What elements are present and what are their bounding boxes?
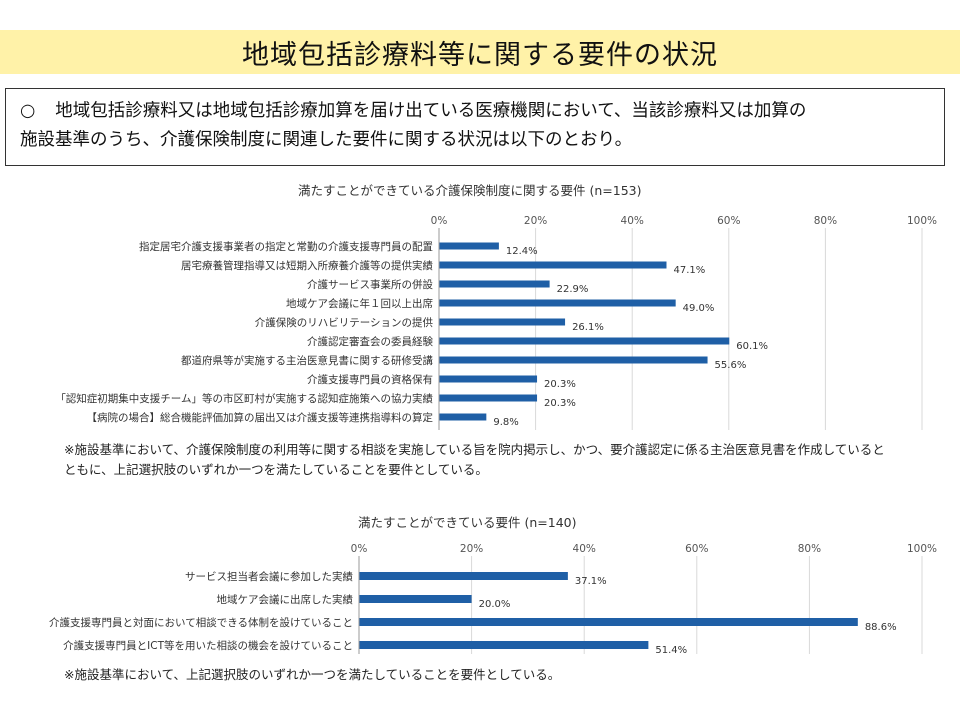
data-label: 88.6%	[865, 622, 897, 633]
data-label: 20.3%	[544, 379, 576, 390]
bar	[359, 618, 858, 626]
x-tick-label: 0%	[351, 543, 368, 555]
x-tick-label: 80%	[798, 543, 821, 555]
chart1-svg: 0% 20% 40% 60% 80% 100% 指定居宅介護支援事業者の指定と常勤の介護支援…	[55, 215, 937, 430]
x-tick-label: 100%	[907, 543, 937, 555]
data-label: 47.1%	[673, 265, 705, 276]
category-label: 介護支援専門員の資格保有	[307, 373, 433, 386]
bar	[359, 572, 568, 580]
x-tick-label: 0%	[431, 215, 448, 227]
bar	[439, 337, 730, 345]
data-label: 60.1%	[736, 341, 768, 352]
x-tick-label: 100%	[907, 215, 937, 227]
intro-line-1: ○ 地域包括診療料又は地域包括診療加算を届け出ている医療機関において、当該診療料又…	[20, 97, 932, 126]
chart1-note-line-1: ※施設基準において、介護保険制度の利用等に関する相談を実施している旨を院内掲示し…	[64, 442, 885, 457]
bar	[439, 242, 499, 250]
category-label: 【病院の場合】総合機能評価加算の届出又は介護支援等連携指導料の算定	[87, 411, 434, 424]
intro-line-2: 施設基準のうち、介護保険制度に関連した要件に関する状況は以下のとおり。	[20, 130, 633, 150]
bar	[439, 375, 538, 383]
intro-bullet: ○	[20, 101, 36, 121]
chart1-note-line-2: ともに、上記選択肢のいずれか一つを満たしていることを要件としている。	[64, 462, 488, 477]
category-label: 介護認定審査会の委員経験	[307, 335, 433, 348]
bar	[439, 261, 667, 269]
category-label: 地域ケア会議に年１回以上出席	[286, 297, 433, 310]
category-label: 介護支援専門員とICT等を用いた相談の機会を設けていること	[63, 639, 353, 652]
page-title: 地域包括診療料等に関する要件の状況	[242, 39, 718, 71]
x-tick-label: 80%	[814, 215, 837, 227]
category-label: 介護保険のリハビリテーションの提供	[255, 316, 434, 329]
data-label: 26.1%	[572, 322, 604, 333]
intro-box: ○ 地域包括診療料又は地域包括診療加算を届け出ている医療機関において、当該診療料又…	[5, 88, 945, 166]
bar	[439, 318, 566, 326]
data-label: 20.0%	[479, 599, 511, 610]
data-label: 12.4%	[506, 246, 538, 257]
x-tick-label: 60%	[717, 215, 740, 227]
bar	[439, 356, 708, 364]
category-label: サービス担当者会議に参加した実績	[185, 570, 353, 583]
data-label: 9.8%	[493, 417, 518, 428]
bar	[359, 641, 649, 649]
category-label: 地域ケア会議に出席した実績	[217, 593, 354, 606]
chart1-title: 満たすことができている介護保険制度に関する要件 (n=153)	[298, 183, 642, 198]
title-band: 地域包括診療料等に関する要件の状況	[0, 30, 960, 74]
category-label: 「認知症初期集中支援チーム」等の市区町村が実施する認知症施策への協力実績	[55, 392, 433, 405]
chart2-title: 満たすことができている要件 (n=140)	[358, 515, 577, 530]
data-label: 20.3%	[544, 398, 576, 409]
x-tick-label: 40%	[573, 543, 596, 555]
chart2-svg: 0% 20% 40% 60% 80% 100% サービス担当者会議に参加した実績 37.1% 地…	[49, 543, 937, 656]
category-label: 居宅療養管理指導又は短期入所療養介護等の提供実績	[181, 259, 433, 272]
data-label: 49.0%	[683, 303, 715, 314]
x-tick-label: 40%	[621, 215, 644, 227]
bar	[359, 595, 472, 603]
x-tick-label: 20%	[524, 215, 547, 227]
bar	[439, 413, 487, 421]
data-label: 55.6%	[715, 360, 747, 371]
category-label: 指定居宅介護支援事業者の指定と常勤の介護支援専門員の配置	[139, 240, 433, 253]
category-label: 介護支援専門員と対面において相談できる体制を設けていること	[49, 616, 353, 629]
data-label: 22.9%	[557, 284, 589, 295]
data-label: 37.1%	[575, 576, 607, 587]
category-label: 介護サービス事業所の併設	[307, 278, 433, 291]
bar	[439, 394, 538, 402]
bar	[439, 299, 676, 307]
intro-text-1: 地域包括診療料又は地域包括診療加算を届け出ている医療機関において、当該診療料又は…	[55, 101, 807, 121]
x-tick-label: 60%	[685, 543, 708, 555]
x-tick-label: 20%	[460, 543, 483, 555]
category-label: 都道府県等が実施する主治医意見書に関する研修受講	[181, 354, 433, 367]
bar	[439, 280, 550, 288]
chart2-note: ※施設基準において、上記選択肢のいずれか一つを満たしていることを要件としている。	[64, 665, 560, 685]
data-label: 51.4%	[655, 645, 687, 656]
chart2-note-line-1: ※施設基準において、上記選択肢のいずれか一つを満たしていることを要件としている。	[64, 667, 561, 682]
chart1-note: ※施設基準において、介護保険制度の利用等に関する相談を実施している旨を院内掲示し…	[64, 440, 885, 480]
